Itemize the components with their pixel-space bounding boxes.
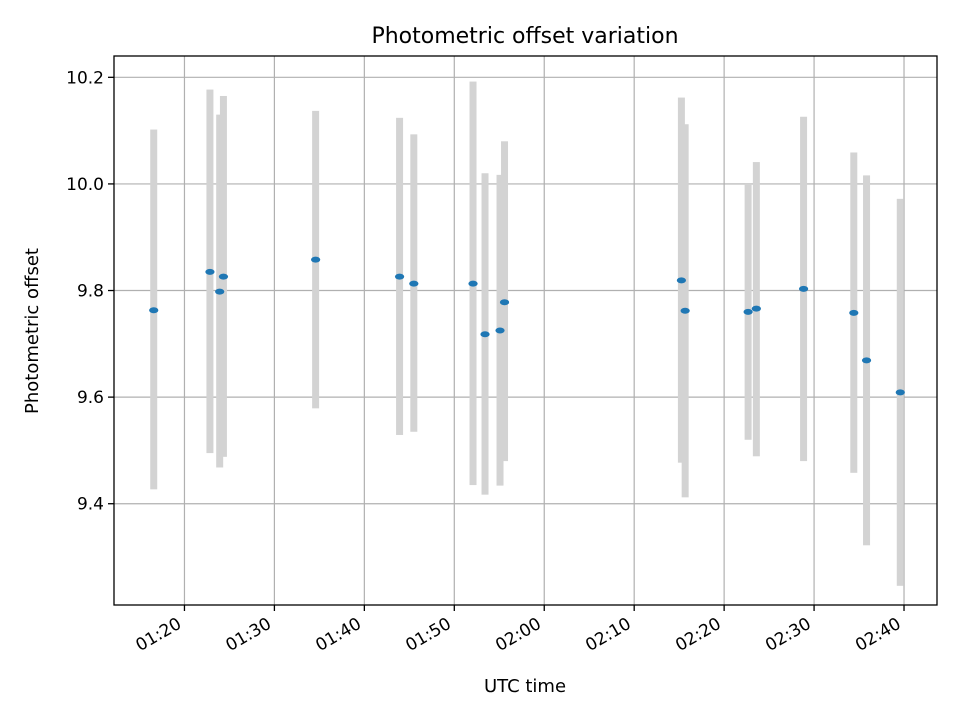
data-point <box>480 331 490 338</box>
data-points <box>149 256 905 396</box>
data-point <box>895 389 905 396</box>
data-point <box>798 285 809 292</box>
y-tick-label: 10.0 <box>66 175 104 195</box>
data-point <box>468 280 478 287</box>
data-point <box>409 280 419 287</box>
y-axis-label: Photometric offset <box>22 248 43 414</box>
data-point <box>680 307 690 314</box>
y-tick-label: 9.8 <box>77 282 104 302</box>
data-point <box>205 268 215 275</box>
x-axis-label: UTC time <box>484 676 566 697</box>
y-tick-label: 9.4 <box>77 495 104 515</box>
data-point <box>215 288 225 295</box>
y-tick-label: 10.2 <box>66 68 104 88</box>
data-point <box>861 357 872 364</box>
y-tick-label: 9.6 <box>77 388 104 408</box>
data-point <box>676 277 687 284</box>
grid-lines <box>114 56 937 605</box>
data-point <box>394 273 405 280</box>
plot-frame <box>113 55 938 606</box>
data-point <box>495 327 505 334</box>
data-point <box>311 256 321 263</box>
data-point <box>751 305 761 312</box>
data-point <box>849 309 859 316</box>
data-point <box>149 307 159 314</box>
data-point <box>218 273 229 280</box>
data-point <box>499 299 510 306</box>
y-axis-ticks: 9.4 9.6 9.8 10.0 10.2 <box>66 68 114 515</box>
chart-title: Photometric offset variation <box>371 24 678 49</box>
data-point <box>743 308 753 315</box>
